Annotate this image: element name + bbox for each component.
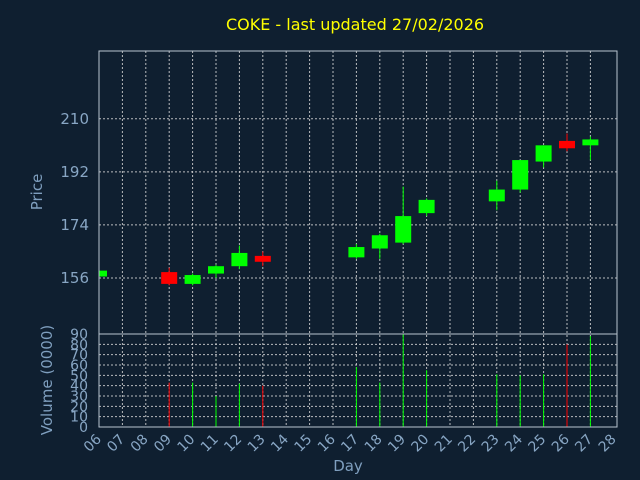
day-tick-label: 14	[268, 431, 292, 455]
chart-title: COKE - last updated 27/02/2026	[226, 15, 484, 34]
day-tick-label: 11	[198, 432, 222, 456]
candle-body	[582, 139, 599, 146]
volume-tick-label: 40	[70, 379, 88, 395]
day-tick-label: 26	[549, 431, 573, 455]
day-tick-label: 22	[455, 432, 479, 456]
volume-tick-label: 10	[70, 410, 88, 426]
volume-tick-label: 80	[70, 337, 88, 353]
volume-panel-frame	[98, 333, 618, 428]
day-tick-label: 25	[526, 432, 550, 456]
volume-tick-label: 70	[70, 348, 88, 364]
day-tick-label: 28	[596, 432, 620, 456]
price-axis-label: Price	[28, 174, 46, 211]
candle-body	[208, 266, 224, 274]
day-tick-label: 13	[245, 432, 269, 456]
volume-tick-label: 60	[70, 358, 88, 374]
candle-body	[418, 199, 435, 214]
day-tick-label: 27	[572, 432, 596, 456]
price-tick-label: 192	[60, 163, 89, 181]
day-tick-label: 12	[221, 432, 245, 456]
day-tick-label: 08	[128, 432, 152, 456]
volume-axis-label: Volume (0000)	[38, 325, 56, 435]
price-tick-label: 210	[60, 110, 89, 128]
candle-body	[512, 160, 529, 190]
day-tick-label: 24	[502, 431, 526, 455]
candles	[98, 133, 599, 286]
price-panel-frame	[98, 50, 618, 335]
candle-body	[488, 189, 505, 202]
candle-body	[231, 252, 248, 267]
volume-tick-label: 30	[70, 389, 88, 405]
day-tick-label: 19	[385, 432, 409, 456]
candle-body	[395, 216, 412, 243]
candle-body	[99, 270, 107, 277]
day-axis-label: Day	[333, 457, 363, 475]
day-tick-label: 21	[432, 432, 456, 456]
candle-body	[184, 275, 201, 284]
day-tick-label: 18	[362, 432, 386, 456]
day-tick-label: 23	[479, 432, 503, 456]
candle-body	[161, 272, 178, 284]
day-tick-label: 20	[409, 432, 433, 456]
candle-body	[348, 247, 365, 258]
price-tick-label: 174	[60, 216, 89, 234]
day-tick-label: 10	[175, 432, 199, 456]
candle-body	[535, 145, 552, 162]
volume-tick-label: 20	[70, 399, 88, 415]
day-tick-label: 07	[104, 432, 128, 456]
volume-tick-label: 0	[79, 420, 88, 436]
volume-tick-label: 50	[70, 368, 88, 384]
candle-body	[254, 255, 271, 262]
grid	[99, 51, 617, 427]
candle-body	[371, 235, 388, 249]
day-tick-label: 15	[292, 432, 316, 456]
day-tick-label: 17	[338, 432, 362, 456]
price-tick-label: 156	[60, 269, 89, 287]
day-tick-label: 09	[151, 432, 175, 456]
day-tick-label: 16	[315, 431, 339, 455]
volume-bars	[168, 334, 591, 427]
volume-tick-label: 90	[70, 327, 88, 343]
candle-body	[559, 140, 575, 149]
